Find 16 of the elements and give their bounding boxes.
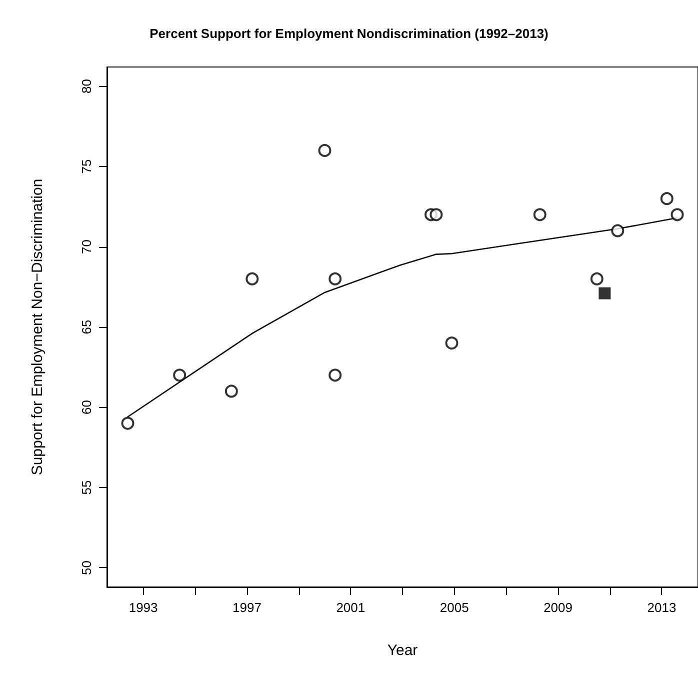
x-tick-label: 1997	[232, 600, 262, 615]
y-tick-label: 70	[79, 240, 94, 254]
x-axis-title: Year	[387, 642, 418, 659]
x-tick-label: 2001	[336, 600, 366, 615]
y-axis-title: Support for Employment Non−Discrimination	[29, 178, 46, 476]
x-tick-label: 2009	[544, 600, 572, 615]
y-tick-label: 80	[79, 79, 94, 94]
y-tick-label: 60	[79, 400, 94, 414]
chart-title: Percent Support for Employment Nondiscrimination (1992–2013)	[150, 26, 548, 41]
x-tick-label: 2005	[440, 600, 469, 615]
x-tick-label: 2013	[647, 600, 676, 615]
y-tick-label: 50	[79, 560, 94, 575]
y-tick-label: 65	[79, 320, 94, 334]
y-tick-label: 75	[79, 159, 94, 174]
x-tick-label: 1993	[128, 600, 158, 615]
y-tick-label: 55	[79, 480, 94, 495]
